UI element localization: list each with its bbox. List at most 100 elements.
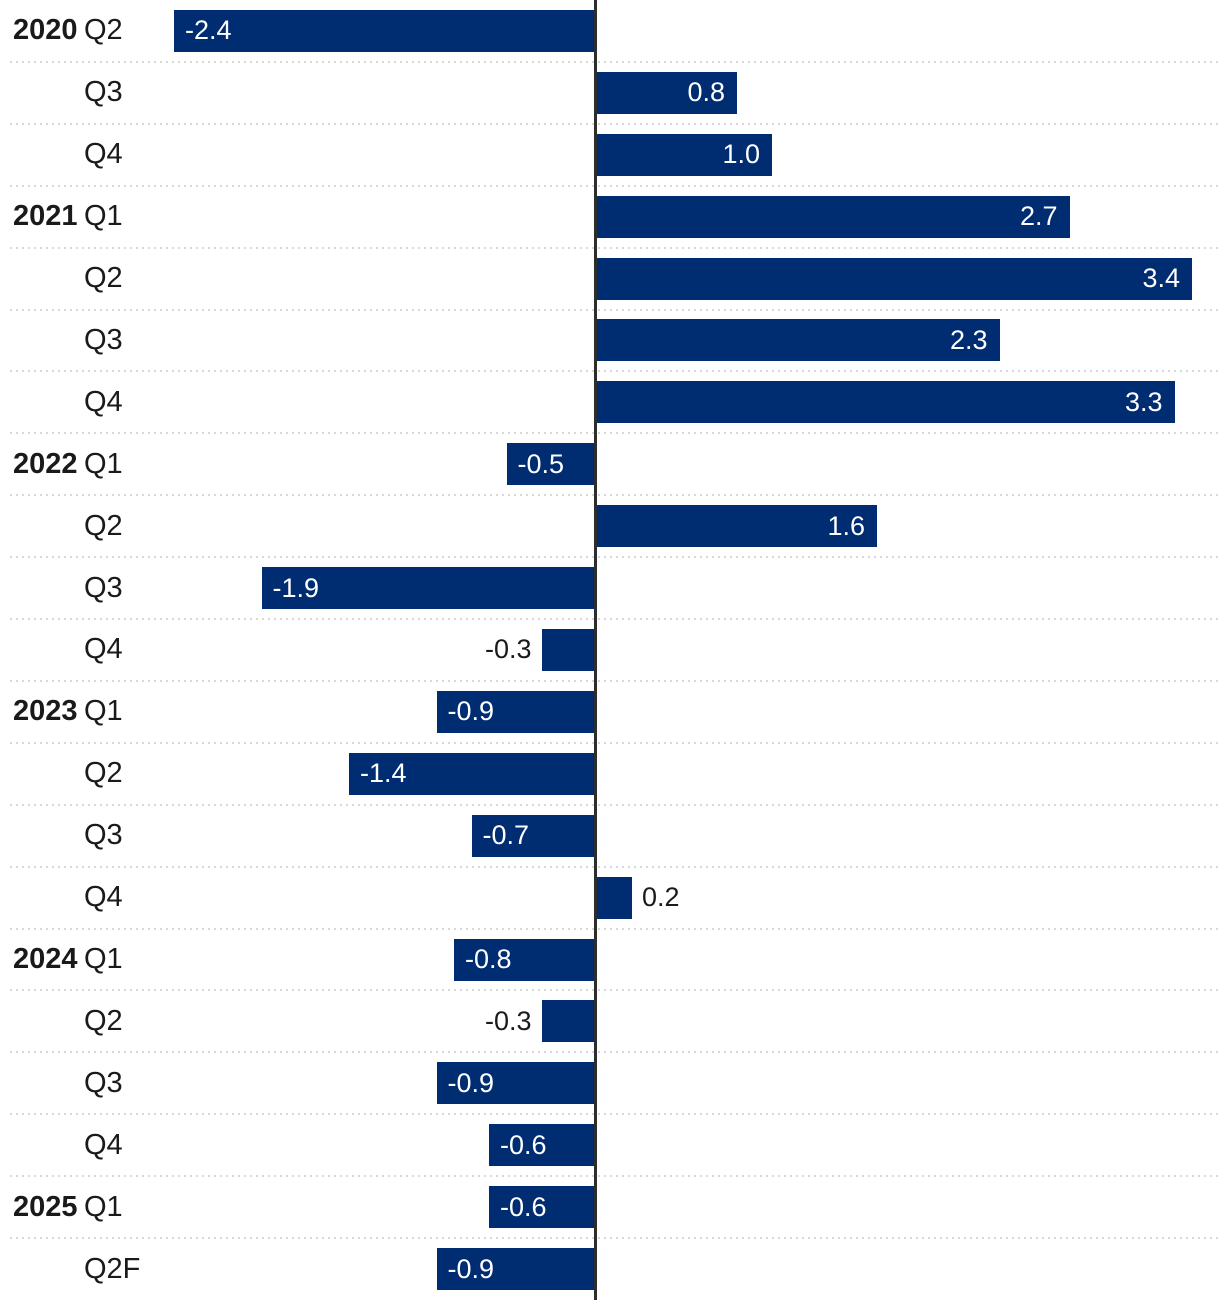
chart-row: Q3 -1.9 [0, 557, 1220, 621]
gridline [10, 184, 1218, 187]
quarter-label: Q3 [84, 76, 123, 109]
value-label: 1.6 [827, 510, 865, 541]
gridline [10, 927, 1218, 930]
zero-axis-line [594, 0, 597, 1300]
bar [597, 195, 1070, 238]
quarter-label: Q3 [84, 819, 123, 852]
category-label: Q2 [13, 248, 123, 310]
bar [597, 257, 1192, 300]
quarter-label: Q1 [84, 1190, 123, 1223]
bar [436, 690, 594, 733]
chart-row: Q3 -0.7 [0, 805, 1220, 868]
category-label: Q4 [13, 867, 123, 929]
quarter-label: Q2 [84, 757, 123, 790]
bar [597, 319, 1000, 362]
category-label: Q3 [13, 805, 123, 867]
quarter-label: Q2 [84, 509, 123, 542]
value-label: -1.4 [360, 758, 407, 789]
chart-row: Q3 2.3 [0, 310, 1220, 373]
category-label: Q3 [13, 1052, 123, 1114]
chart-row: Q3 0.8 [0, 62, 1220, 125]
chart-row: 2020 Q2 -2.4 [0, 0, 1220, 63]
category-label: Q2F [13, 1238, 140, 1300]
bar [597, 381, 1175, 424]
bar [541, 628, 594, 671]
gridline [10, 1175, 1218, 1178]
category-label: 2020 Q2 [13, 0, 123, 62]
value-label: -0.8 [465, 944, 512, 974]
chart-row: Q4 -0.3 [0, 619, 1220, 682]
bar [541, 1000, 594, 1043]
gridline [10, 618, 1218, 621]
chart-row: Q2 1.6 [0, 495, 1220, 559]
quarter-label: Q1 [84, 943, 123, 975]
value-label: 3.3 [1124, 386, 1163, 417]
value-label: -0.3 [484, 634, 532, 665]
category-label: Q4 [13, 371, 123, 433]
bar [454, 938, 594, 981]
value-label: -0.6 [500, 1129, 547, 1160]
gridline [10, 865, 1218, 868]
quarter-label: Q2F [84, 1252, 141, 1285]
value-label: 3.4 [1142, 263, 1180, 294]
bar [597, 505, 877, 548]
category-label: Q3 [13, 557, 123, 619]
category-label: 2025 Q1 [13, 1176, 123, 1238]
quarter-label: Q1 [84, 447, 123, 480]
category-label: Q2 [13, 495, 123, 557]
quarter-label: Q3 [84, 1066, 123, 1099]
gridline [10, 1113, 1218, 1116]
quarter-label: Q4 [84, 1128, 123, 1161]
chart-row: Q2 -0.3 [0, 990, 1220, 1054]
gridline [10, 556, 1218, 559]
chart-row: 2023 Q1 -0.9 [0, 681, 1220, 744]
bar [436, 1062, 594, 1105]
bar [597, 876, 632, 919]
category-label: Q4 [13, 1114, 123, 1176]
year-label: 2021 [13, 200, 78, 233]
bar [597, 133, 772, 176]
value-label: -0.9 [447, 696, 495, 727]
chart-row: Q4 -0.6 [0, 1114, 1220, 1178]
category-label: Q2 [13, 743, 123, 805]
value-label: -2.4 [185, 15, 232, 46]
gridline [10, 60, 1218, 63]
gridline [10, 679, 1218, 682]
gridline [10, 432, 1218, 435]
gridline [10, 494, 1218, 497]
value-label: 1.0 [722, 139, 760, 170]
quarter-label: Q3 [84, 323, 123, 356]
value-label: -1.9 [272, 572, 320, 603]
gridline [10, 1237, 1218, 1240]
category-label: 2024 Q1 [13, 929, 123, 991]
category-label: Q4 [13, 619, 123, 681]
value-label: 0.2 [642, 882, 680, 913]
quarter-label: Q4 [84, 385, 123, 418]
gridline [10, 122, 1218, 125]
chart-row: Q4 3.3 [0, 371, 1220, 435]
bar [174, 9, 594, 52]
chart-row: Q3 -0.9 [0, 1052, 1220, 1116]
quarter-label: Q2 [84, 14, 123, 47]
chart-row: 2022 Q1 -0.5 [0, 433, 1220, 497]
value-label: -0.3 [484, 1005, 532, 1036]
bar [597, 71, 737, 114]
category-label: Q2 [13, 990, 123, 1052]
category-label: Q3 [13, 310, 123, 372]
gridline [10, 308, 1218, 311]
bar [489, 1124, 594, 1167]
gridline [10, 741, 1218, 744]
year-label: 2025 [13, 1190, 78, 1223]
value-label: -0.5 [517, 448, 565, 479]
gridline [10, 989, 1218, 992]
quarter-label: Q3 [84, 571, 123, 604]
chart-row: 2024 Q1 -0.8 [0, 929, 1220, 992]
chart-row: Q2 -1.4 [0, 743, 1220, 806]
quarter-label: Q2 [84, 1004, 123, 1037]
year-label: 2020 [13, 14, 78, 47]
category-label: 2022 Q1 [13, 433, 123, 495]
value-label: -0.7 [482, 820, 530, 851]
bar [506, 443, 594, 486]
gridline [10, 803, 1218, 806]
